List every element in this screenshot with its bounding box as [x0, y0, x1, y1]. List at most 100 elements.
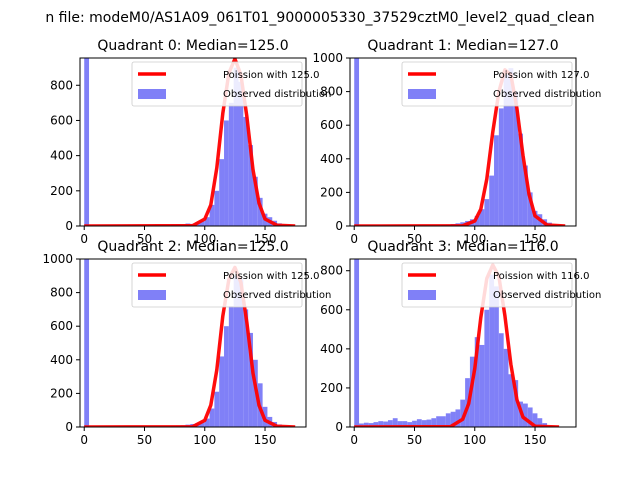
plot-area	[84, 259, 296, 427]
histogram-bar	[233, 275, 239, 427]
subplot-quadrant-3: Quadrant 3: Median=116.0 0 50 100 150 0 200 40…	[320, 239, 601, 447]
legend-poisson-label: Poission with 116.0	[493, 271, 589, 282]
histogram-bar	[373, 422, 379, 427]
x-tick-label: 100	[193, 232, 216, 246]
x-tick-label: 100	[463, 433, 486, 447]
legend-poisson-label: Poission with 125.0	[223, 271, 319, 282]
histogram-bar	[224, 120, 229, 226]
histogram-bar	[518, 133, 523, 226]
histogram-bar	[363, 422, 369, 427]
histogram-bar	[252, 176, 258, 226]
histogram-bar	[204, 418, 210, 427]
x-tick-label: 0	[350, 232, 358, 246]
x-tick-label: 150	[254, 232, 277, 246]
histogram-bar	[209, 408, 215, 427]
x-tick-label: 50	[407, 232, 422, 246]
y-tick-label: 600	[320, 303, 343, 317]
histogram-bar	[513, 380, 519, 427]
legend-box	[401, 61, 573, 107]
axes-frame	[79, 258, 307, 428]
histogram-bar	[354, 58, 360, 226]
subplot-title: Quadrant 1: Median=127.0	[367, 38, 558, 54]
histogram-bar	[450, 411, 456, 427]
histogram-bar	[455, 409, 461, 427]
y-tick-label: 400	[50, 353, 73, 367]
axes-frame	[349, 258, 577, 428]
histogram-bar	[522, 403, 528, 427]
y-tick-label: 800	[50, 78, 73, 92]
x-tick-label: 0	[80, 232, 88, 246]
x-tick-label: 100	[463, 232, 486, 246]
histogram-bar	[445, 413, 451, 427]
legend-observed-label: Observed distribution	[493, 290, 601, 301]
y-tick-label: 800	[320, 264, 343, 278]
histogram-bar	[522, 165, 528, 226]
histogram-bar	[214, 190, 220, 226]
legend-observed-label: Observed distribution	[223, 290, 331, 301]
histogram-bar	[426, 419, 432, 427]
plot-area	[84, 58, 296, 226]
y-tick-label: 600	[50, 319, 73, 333]
histogram-bar	[402, 421, 408, 427]
histogram-bar	[199, 421, 205, 427]
subplot-title: Quadrant 0: Median=125.0	[97, 38, 288, 54]
histogram-bar	[503, 74, 509, 226]
x-tick-label: 50	[407, 433, 422, 447]
histogram-bar	[508, 68, 514, 226]
legend-observed-swatch	[138, 89, 166, 99]
histogram-bar	[532, 210, 538, 226]
histogram-bar	[378, 421, 384, 427]
y-tick-label: 800	[50, 286, 73, 300]
subplot-quadrant-0: Quadrant 0: Median=125.0 0 50 100 150 0 200 40…	[50, 38, 331, 246]
histogram-bar	[494, 135, 499, 226]
histogram-bar	[214, 391, 220, 427]
x-tick-label: 50	[137, 232, 152, 246]
histogram-bar	[503, 348, 509, 427]
histogram-bar	[527, 407, 533, 427]
legend-poisson-label: Poission with 127.0	[493, 70, 589, 81]
histogram-bar	[431, 418, 437, 427]
histogram-bar	[219, 159, 225, 226]
histogram-bar	[407, 422, 413, 427]
legend-box	[131, 262, 303, 308]
histogram-bar	[412, 420, 417, 427]
histogram-bar	[474, 215, 480, 226]
x-tick-label: 50	[137, 433, 152, 447]
histogram-bar	[498, 108, 504, 226]
y-tick-label: 0	[335, 219, 343, 233]
y-tick-label: 0	[335, 420, 343, 434]
histogram-bar	[204, 217, 210, 226]
histogram-bar	[498, 333, 504, 427]
histogram-bar	[537, 418, 543, 427]
histogram-bar	[224, 326, 229, 427]
y-tick-label: 200	[320, 185, 343, 199]
y-tick-label: 400	[320, 152, 343, 166]
y-tick-label: 1000	[42, 252, 73, 266]
legend-box	[131, 61, 303, 107]
figure-suptitle: n file: modeM0/AS1A09_061T01_9000005330_…	[45, 10, 594, 26]
y-tick-label: 400	[50, 149, 73, 163]
subplot-title: Quadrant 3: Median=116.0	[367, 239, 558, 255]
histogram-bar	[228, 306, 234, 427]
histogram-bar	[248, 145, 253, 226]
y-tick-label: 600	[320, 118, 343, 132]
x-tick-label: 150	[254, 433, 277, 447]
histogram-bar	[84, 58, 90, 226]
x-tick-label: 150	[524, 433, 547, 447]
histogram-bar	[238, 81, 244, 226]
histogram-bar	[248, 332, 253, 427]
histogram-bar	[436, 416, 442, 427]
histogram-bar	[508, 374, 514, 427]
axes-frame	[349, 57, 577, 227]
histogram-bar	[397, 421, 403, 427]
histogram-bar	[238, 279, 244, 427]
y-tick-label: 200	[50, 184, 73, 198]
histogram-bar	[228, 102, 234, 226]
histogram-bar	[243, 116, 249, 226]
y-tick-label: 800	[320, 85, 343, 99]
histogram-bar	[243, 309, 249, 427]
legend-observed-swatch	[138, 290, 166, 300]
histogram-bar	[489, 274, 495, 427]
histogram-bar	[233, 67, 239, 226]
